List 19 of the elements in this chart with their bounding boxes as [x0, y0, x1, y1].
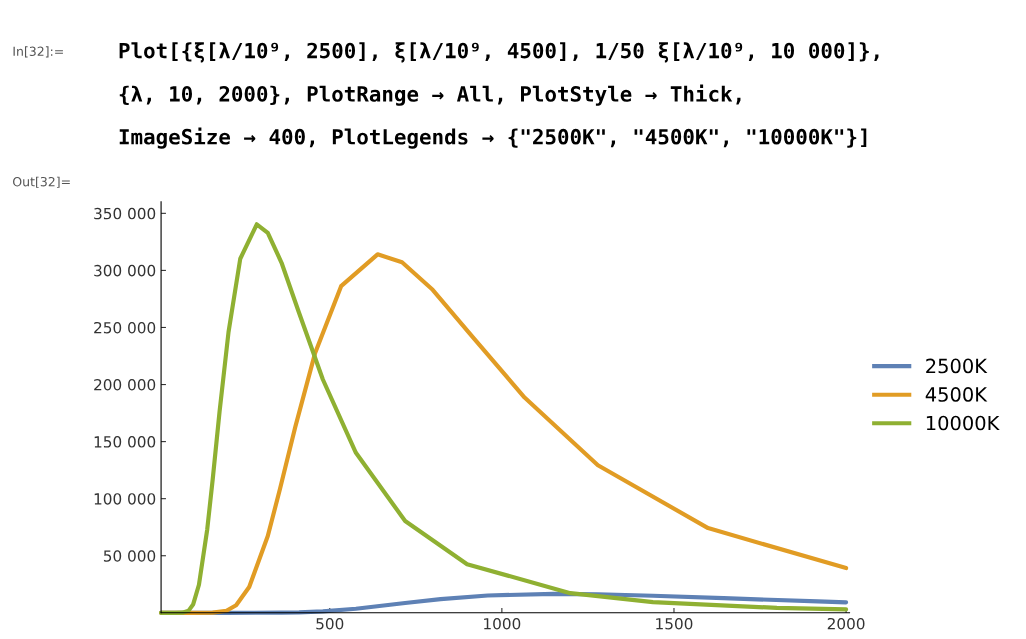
- y-tick-label: 50 000: [103, 550, 156, 562]
- y-tick-label: 100 000: [94, 493, 156, 505]
- y-tick-label: 300 000: [94, 264, 156, 277]
- x-tick-label: 500: [316, 617, 344, 630]
- y-tick-label: 350 000: [94, 207, 156, 220]
- y-tick-label: 150 000: [94, 436, 156, 448]
- text: In[32]:=: [13, 46, 63, 58]
- x-tick-label: 1500: [656, 617, 693, 630]
- text: {λ, 10, 2000}, PlotRange → All, PlotStyle → Thick,: [119, 84, 741, 106]
- x-tick-label: 1000: [484, 617, 521, 630]
- legend-label: 4500K: [925, 387, 988, 402]
- text: Out[32]=: [13, 176, 70, 188]
- x-tick-label: 2000: [827, 617, 865, 630]
- legend-label: 10000K: [926, 415, 1000, 431]
- legend-label: 2500K: [926, 358, 988, 374]
- y-tick-label: 250 000: [94, 321, 156, 334]
- text: ImageSize → 400, PlotLegends → {"2500K", "4500K", "10000K"}]: [119, 127, 867, 149]
- y-tick-label: 200 000: [94, 379, 156, 391]
- text: Plot[{ξ[λ/10⁹, 2500], ξ[λ/10⁹, 4500], 1/50 ξ[λ/10⁹, 10 000]},: [119, 42, 879, 63]
